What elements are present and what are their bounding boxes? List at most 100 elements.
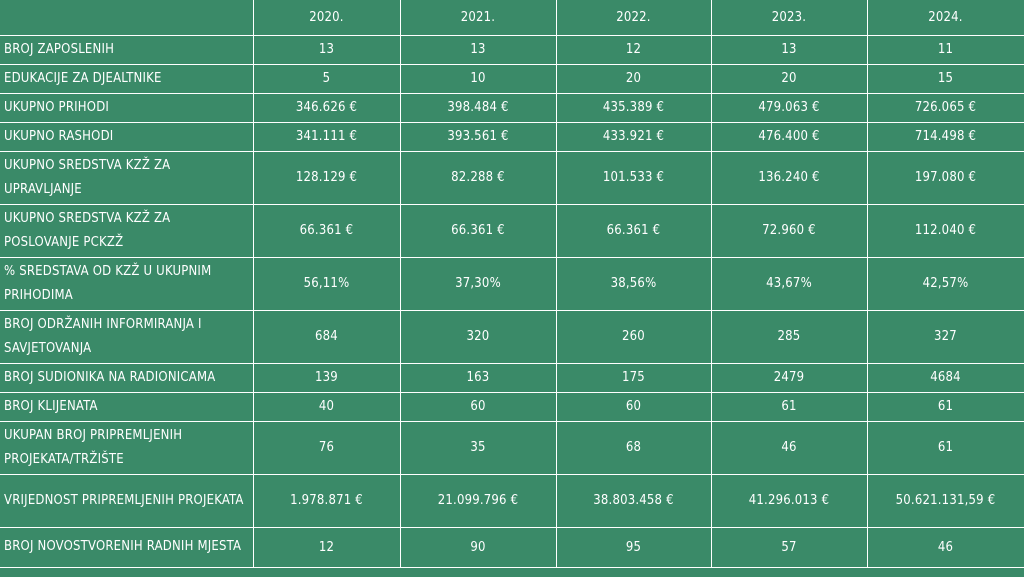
- table-cell: 2479: [710, 362, 868, 393]
- table-cell: 13: [399, 34, 557, 65]
- table-cell: 285: [710, 309, 868, 364]
- table-cell: 684: [252, 309, 401, 364]
- row-label: BROJ NOVOSTVORENIH RADNIH MJESTA: [0, 526, 254, 568]
- table-cell: 20: [710, 63, 868, 94]
- table-cell: 38.803.458 €: [555, 473, 712, 528]
- table-cell: 46: [710, 420, 868, 475]
- row-label: UKUPAN BROJ PRIPREMLJENIH PROJEKATA/TRŽI…: [0, 420, 254, 475]
- year-header: 2022.: [555, 0, 712, 36]
- table-cell: 175: [555, 362, 712, 393]
- table-cell: 128.129 €: [252, 150, 401, 205]
- table-cell: 50.621.131,59 €: [866, 473, 1024, 528]
- table-cell: 341.111 €: [252, 121, 401, 152]
- table-cell: 61: [866, 420, 1024, 475]
- table-cell: 260: [555, 309, 712, 364]
- table-cell: 726.065 €: [866, 92, 1024, 123]
- table-cell: 57: [710, 526, 868, 568]
- table-cell: 10: [399, 63, 557, 94]
- year-header: 2023.: [710, 0, 868, 36]
- table-row: VRIJEDNOST PRIPREMLJENIH PROJEKATA 1.978…: [0, 473, 1024, 528]
- table-cell: 41.296.013 €: [710, 473, 868, 528]
- table-row: UKUPAN BROJ PRIPREMLJENIH PROJEKATA/TRŽI…: [0, 420, 1024, 475]
- table-cell: 60: [555, 391, 712, 422]
- row-label: BROJ ZAPOSLENIH: [0, 34, 254, 65]
- table-cell: 13: [252, 34, 401, 65]
- table-cell: 66.361 €: [399, 203, 557, 258]
- table-cell: 435.389 €: [555, 92, 712, 123]
- table-cell: 43,67%: [710, 256, 868, 311]
- table-cell: 66.361 €: [555, 203, 712, 258]
- year-header: 2020.: [252, 0, 401, 36]
- table-cell: 136.240 €: [710, 150, 868, 205]
- table-cell: 398.484 €: [399, 92, 557, 123]
- table-cell: 393.561 €: [399, 121, 557, 152]
- table-cell: 163: [399, 362, 557, 393]
- table-row: % SREDSTAVA OD KZŽ U UKUPNIM PRIHODIMA 5…: [0, 256, 1024, 311]
- table-row: UKUPNO SREDSTVA KZŽ ZA POSLOVANJE PCKZŽ …: [0, 203, 1024, 258]
- row-label: BROJ ODRŽANIH INFORMIRANJA I SAVJETOVANJ…: [0, 309, 254, 364]
- table-cell: 68: [555, 420, 712, 475]
- row-label: UKUPNO SREDSTVA KZŽ ZA POSLOVANJE PCKZŽ: [0, 203, 254, 258]
- table-row: UKUPNO RASHODI 341.111 € 393.561 € 433.9…: [0, 121, 1024, 152]
- table-cell: 60: [399, 391, 557, 422]
- row-label: BROJ KLIJENATA: [0, 391, 254, 422]
- table-row: BROJ ODRŽANIH INFORMIRANJA I SAVJETOVANJ…: [0, 309, 1024, 364]
- table-cell: 13: [710, 34, 868, 65]
- row-label: UKUPNO RASHODI: [0, 121, 254, 152]
- table-cell: 61: [866, 391, 1024, 422]
- table-cell: 46: [866, 526, 1024, 568]
- table-cell: 21.099.796 €: [399, 473, 557, 528]
- table-cell: 327: [866, 309, 1024, 364]
- table-cell: 139: [252, 362, 401, 393]
- table-cell: 320: [399, 309, 557, 364]
- table-cell: 20: [555, 63, 712, 94]
- table-cell: 476.400 €: [710, 121, 868, 152]
- header-row: 2020. 2021. 2022. 2023. 2024.: [0, 0, 1024, 36]
- table-cell: 112.040 €: [866, 203, 1024, 258]
- table-cell: 4684: [866, 362, 1024, 393]
- row-label: UKUPNO SREDSTVA KZŽ ZA UPRAVLJANJE: [0, 150, 254, 205]
- table-cell: 433.921 €: [555, 121, 712, 152]
- table-cell: 5: [252, 63, 401, 94]
- table-row: UKUPNO PRIHODI 346.626 € 398.484 € 435.3…: [0, 92, 1024, 123]
- row-label: EDUKACIJE ZA DJEALTNIKE: [0, 63, 254, 94]
- table-cell: 90: [399, 526, 557, 568]
- table-cell: 1.978.871 €: [252, 473, 401, 528]
- table-cell: 101.533 €: [555, 150, 712, 205]
- table-row: BROJ KLIJENATA 40 60 60 61 61: [0, 391, 1024, 422]
- table-row: EDUKACIJE ZA DJEALTNIKE 5 10 20 20 15: [0, 63, 1024, 94]
- table-cell: 197.080 €: [866, 150, 1024, 205]
- table-cell: 37,30%: [399, 256, 557, 311]
- table-cell: 35: [399, 420, 557, 475]
- table-cell: 12: [252, 526, 401, 568]
- table-row: BROJ SUDIONIKA NA RADIONICAMA 139 163 17…: [0, 362, 1024, 393]
- row-label: VRIJEDNOST PRIPREMLJENIH PROJEKATA: [0, 473, 254, 528]
- year-header: 2021.: [399, 0, 557, 36]
- row-label: BROJ SUDIONIKA NA RADIONICAMA: [0, 362, 254, 393]
- header-corner-cell: [0, 0, 254, 36]
- table-cell: 76: [252, 420, 401, 475]
- table-cell: 82.288 €: [399, 150, 557, 205]
- table-cell: 61: [710, 391, 868, 422]
- table-cell: 714.498 €: [866, 121, 1024, 152]
- table-cell: 95: [555, 526, 712, 568]
- row-label: UKUPNO PRIHODI: [0, 92, 254, 123]
- table-cell: 56,11%: [252, 256, 401, 311]
- table-cell: 15: [866, 63, 1024, 94]
- row-label: % SREDSTAVA OD KZŽ U UKUPNIM PRIHODIMA: [0, 256, 254, 311]
- table-row: BROJ NOVOSTVORENIH RADNIH MJESTA 12 90 9…: [0, 526, 1024, 568]
- table-cell: 11: [866, 34, 1024, 65]
- table-cell: 38,56%: [555, 256, 712, 311]
- table-cell: 42,57%: [866, 256, 1024, 311]
- table-cell: 72.960 €: [710, 203, 868, 258]
- table-cell: 346.626 €: [252, 92, 401, 123]
- year-header: 2024.: [866, 0, 1024, 36]
- table-cell: 66.361 €: [252, 203, 401, 258]
- table-row: UKUPNO SREDSTVA KZŽ ZA UPRAVLJANJE 128.1…: [0, 150, 1024, 205]
- table-cell: 12: [555, 34, 712, 65]
- table-row: BROJ ZAPOSLENIH 13 13 12 13 11: [0, 34, 1024, 65]
- table-cell: 40: [252, 391, 401, 422]
- table-cell: 479.063 €: [710, 92, 868, 123]
